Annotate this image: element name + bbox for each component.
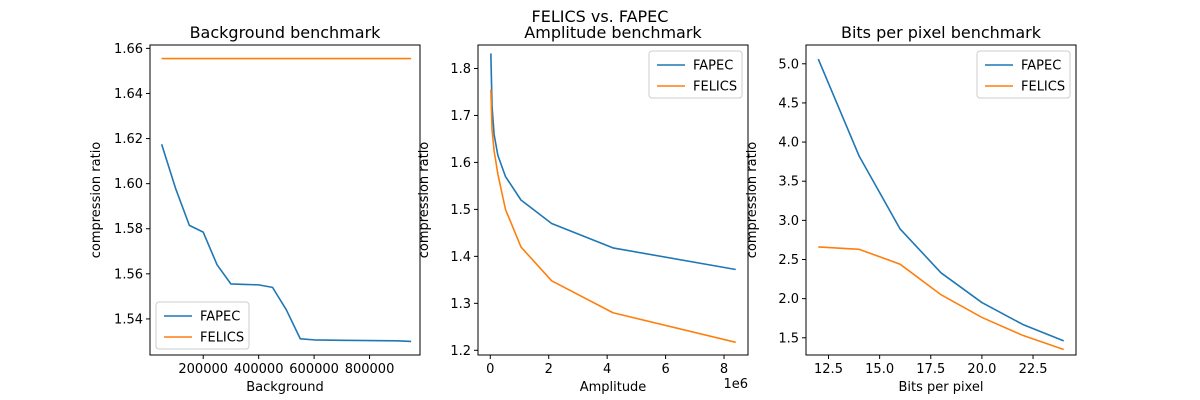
- y-tick-label: 1.3: [450, 297, 471, 312]
- legend-label-fapec: FAPEC: [1021, 59, 1061, 74]
- x-tick-label: 12.5: [814, 362, 843, 377]
- y-tick-label: 4.0: [778, 136, 799, 151]
- y-axis-label: compression ratio: [417, 142, 432, 259]
- y-tick-label: 1.4: [450, 250, 471, 265]
- legend-label-fapec: FAPEC: [693, 59, 733, 74]
- y-tick-label: 3.0: [778, 214, 799, 229]
- x-tick-label: 2: [545, 362, 553, 377]
- y-tick-label: 1.5: [450, 203, 471, 218]
- y-axis-label: compression ratio: [89, 142, 104, 259]
- legend-label-fapec: FAPEC: [200, 310, 240, 325]
- legend-label-felics: FELICS: [693, 80, 737, 95]
- figure-suptitle: FELICS vs. FAPEC: [532, 7, 669, 26]
- x-tick-label: 6: [661, 362, 669, 377]
- x-tick-label: 600000: [289, 362, 339, 377]
- y-tick-label: 1.64: [114, 87, 143, 102]
- x-tick-label: 15.0: [865, 362, 894, 377]
- plot-frame: [477, 44, 749, 356]
- x-tick-label: 800000: [345, 362, 395, 377]
- y-tick-label: 5.0: [778, 57, 799, 72]
- y-tick-label: 1.58: [114, 222, 143, 237]
- x-tick-label: 20.0: [967, 362, 996, 377]
- x-tick-label: 200000: [178, 362, 228, 377]
- x-tick-label: 4: [603, 362, 611, 377]
- y-tick-label: 1.8: [450, 62, 471, 77]
- x-tick-label: 0: [486, 362, 494, 377]
- y-tick-label: 1.6: [450, 156, 471, 171]
- y-tick-label: 1.5: [778, 331, 799, 346]
- series-line-fapec: [817, 58, 1065, 342]
- y-tick-label: 2.5: [778, 253, 799, 268]
- series-line-felics: [818, 246, 1064, 351]
- chart-title: Amplitude benchmark: [524, 23, 702, 42]
- chart-amplitude-benchmark: Amplitude benchmark Amplitude compressio…: [417, 23, 749, 395]
- y-tick-label: 1.66: [114, 42, 143, 57]
- x-tick-label: 400000: [234, 362, 284, 377]
- plot-frame: [149, 44, 421, 356]
- plot-frame: [805, 44, 1077, 356]
- x-tick-label: 8: [720, 362, 728, 377]
- x-axis-offset-label: 1e6: [723, 377, 748, 392]
- series-line-fapec: [490, 53, 736, 271]
- y-tick-label: 3.5: [778, 175, 799, 190]
- y-axis-label: compression ratio: [745, 142, 760, 259]
- y-tick-label: 2.0: [778, 292, 799, 307]
- chart-title: Background benchmark: [190, 23, 382, 42]
- legend-label-felics: FELICS: [200, 331, 244, 346]
- y-tick-label: 1.2: [450, 344, 471, 359]
- y-tick-label: 1.54: [114, 312, 143, 327]
- x-axis-label: Background: [246, 380, 324, 395]
- legend-label-felics: FELICS: [1021, 80, 1065, 95]
- chart-bits-per-pixel-benchmark: Bits per pixel benchmark Bits per pixel …: [745, 23, 1077, 395]
- x-axis-label: Bits per pixel: [898, 380, 983, 395]
- x-axis-label: Amplitude: [580, 380, 647, 395]
- y-tick-label: 1.56: [114, 267, 143, 282]
- series-line-fapec: [160, 143, 412, 343]
- y-tick-label: 1.62: [114, 132, 143, 147]
- y-tick-label: 4.5: [778, 96, 799, 111]
- series-line-felics: [490, 89, 736, 344]
- x-tick-label: 22.5: [1019, 362, 1048, 377]
- x-tick-label: 17.5: [916, 362, 945, 377]
- y-tick-label: 1.60: [114, 177, 143, 192]
- y-tick-label: 1.7: [450, 109, 471, 124]
- chart-title: Bits per pixel benchmark: [841, 23, 1042, 42]
- chart-background-benchmark: Background benchmark Background compress…: [89, 23, 421, 395]
